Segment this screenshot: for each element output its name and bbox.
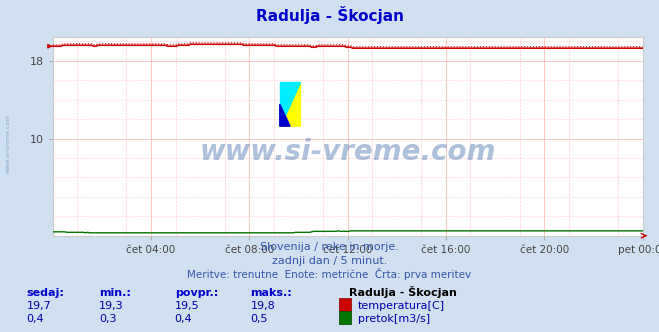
Text: min.:: min.:: [99, 288, 130, 298]
Text: zadnji dan / 5 minut.: zadnji dan / 5 minut.: [272, 256, 387, 266]
Text: 19,8: 19,8: [250, 301, 275, 311]
Text: Meritve: trenutne  Enote: metrične  Črta: prva meritev: Meritve: trenutne Enote: metrične Črta: …: [187, 268, 472, 280]
Text: 0,3: 0,3: [99, 314, 117, 324]
Text: www.si-vreme.com: www.si-vreme.com: [5, 113, 11, 173]
Polygon shape: [280, 82, 301, 126]
Text: 19,3: 19,3: [99, 301, 123, 311]
Text: temperatura[C]: temperatura[C]: [358, 301, 445, 311]
Polygon shape: [280, 82, 301, 126]
Polygon shape: [280, 104, 290, 126]
Text: Radulja - Škocjan: Radulja - Škocjan: [256, 6, 403, 24]
Text: www.si-vreme.com: www.si-vreme.com: [200, 138, 496, 166]
Text: 0,4: 0,4: [26, 314, 44, 324]
Text: Slovenija / reke in morje.: Slovenija / reke in morje.: [260, 242, 399, 252]
Text: pretok[m3/s]: pretok[m3/s]: [358, 314, 430, 324]
Text: povpr.:: povpr.:: [175, 288, 218, 298]
Text: 0,4: 0,4: [175, 314, 192, 324]
Text: sedaj:: sedaj:: [26, 288, 64, 298]
Text: 19,5: 19,5: [175, 301, 199, 311]
Text: 0,5: 0,5: [250, 314, 268, 324]
Text: Radulja - Škocjan: Radulja - Škocjan: [349, 286, 457, 298]
Text: 19,7: 19,7: [26, 301, 51, 311]
Text: maks.:: maks.:: [250, 288, 292, 298]
